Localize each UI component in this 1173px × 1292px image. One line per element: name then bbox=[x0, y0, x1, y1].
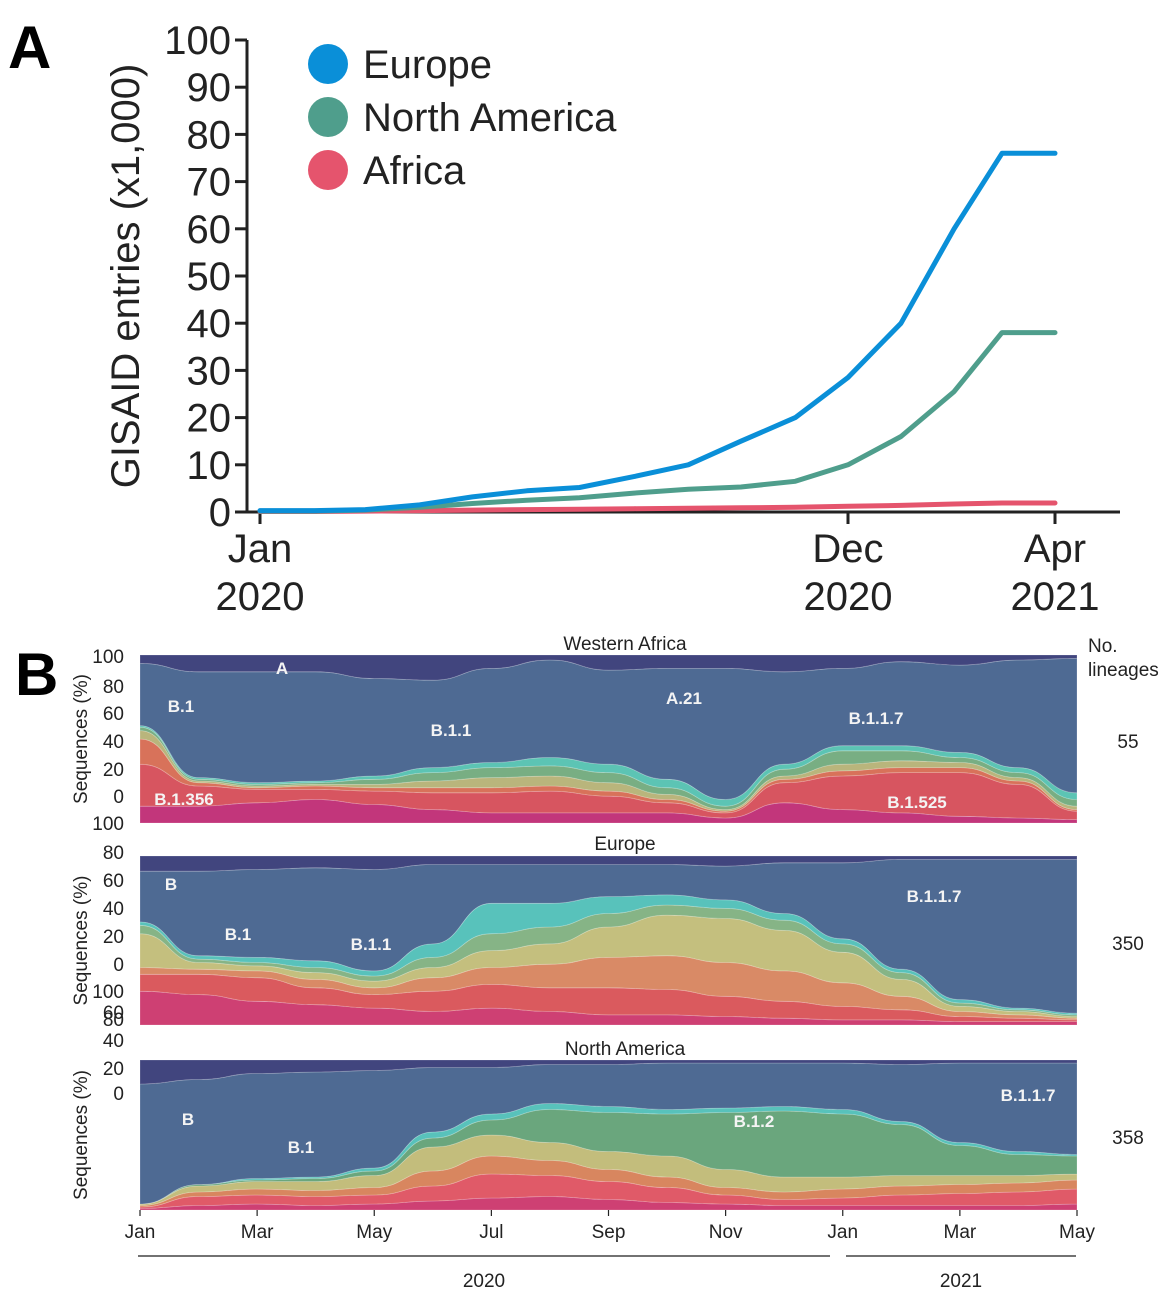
lineage-label: A bbox=[276, 659, 288, 678]
area-layer bbox=[139, 654, 1078, 681]
x-tick-month: Apr bbox=[1024, 527, 1086, 571]
y-tick-label: 70 bbox=[187, 161, 232, 205]
x-tick-year: 2020 bbox=[216, 575, 305, 619]
x-tick-month: Jan bbox=[125, 1222, 156, 1243]
subplot-title: North America bbox=[565, 1039, 686, 1060]
lineage-label: B.1 bbox=[225, 925, 251, 944]
legend-marker bbox=[308, 97, 348, 137]
area-layer bbox=[139, 855, 1078, 872]
x-tick-month: Sep bbox=[592, 1222, 626, 1243]
lineage-label: B bbox=[182, 1110, 194, 1129]
panel-label-a: A bbox=[8, 14, 51, 81]
y-tick-label: 80 bbox=[103, 1010, 124, 1031]
y-tick-label: 0 bbox=[209, 491, 231, 535]
y-tick-label: 40 bbox=[187, 302, 232, 346]
y-axis-title: Sequences (%) bbox=[71, 876, 92, 1006]
y-tick-label: 40 bbox=[103, 1031, 124, 1052]
lineage-count: 358 bbox=[1112, 1128, 1144, 1149]
y-tick-label: 60 bbox=[187, 208, 232, 252]
legend-label: North America bbox=[363, 96, 617, 140]
lineage-label: B.1.1 bbox=[431, 721, 472, 740]
lineage-label: B.1.525 bbox=[887, 793, 947, 812]
no-lineages-header: lineages bbox=[1088, 660, 1159, 681]
lineage-label: B.1.1.7 bbox=[907, 887, 962, 906]
year-label: 2020 bbox=[463, 1271, 505, 1292]
x-tick-month: May bbox=[356, 1222, 392, 1243]
year-label: 2021 bbox=[940, 1271, 982, 1292]
y-tick-label: 60 bbox=[103, 704, 124, 725]
lineage-count: 55 bbox=[1117, 732, 1138, 753]
no-lineages-header: No. bbox=[1088, 636, 1118, 657]
y-tick-label: 100 bbox=[164, 19, 231, 63]
subplot-title: Western Africa bbox=[563, 634, 687, 655]
x-tick-month: Jul bbox=[479, 1222, 503, 1243]
y-tick-label: 50 bbox=[187, 255, 232, 299]
lineage-label: B bbox=[165, 875, 177, 894]
y-tick-label: 10 bbox=[187, 444, 232, 488]
y-tick-label: 20 bbox=[103, 760, 124, 781]
y-tick-label: 0 bbox=[113, 955, 124, 976]
legend-label: Europe bbox=[363, 43, 492, 87]
lineage-label: B.1.1.7 bbox=[1001, 1086, 1056, 1105]
legend-marker bbox=[308, 150, 348, 190]
y-tick-label: 80 bbox=[187, 113, 232, 157]
lineage-label: B.1 bbox=[168, 697, 194, 716]
panel-label-b: B bbox=[15, 641, 58, 708]
y-tick-label: 40 bbox=[103, 899, 124, 920]
line-north-america bbox=[257, 330, 1058, 514]
legend-label: Africa bbox=[363, 149, 466, 193]
lineage-label: B.1.2 bbox=[734, 1112, 775, 1131]
y-tick-label: 100 bbox=[92, 814, 124, 835]
y-tick-label: 0 bbox=[113, 1084, 124, 1105]
y-axis-title: GISAID entries (x1,000) bbox=[104, 64, 148, 489]
x-tick-month: Mar bbox=[241, 1222, 274, 1243]
y-tick-label: 20 bbox=[103, 927, 124, 948]
y-tick-label: 60 bbox=[103, 1003, 124, 1024]
y-axis-title: Sequences (%) bbox=[71, 1070, 92, 1200]
x-tick-month: Jan bbox=[228, 527, 293, 571]
y-tick-label: 100 bbox=[92, 982, 124, 1003]
lineage-label: B.1.1 bbox=[351, 935, 392, 954]
subplot-title: Europe bbox=[594, 834, 655, 855]
y-tick-label: 30 bbox=[187, 349, 232, 393]
y-tick-label: 0 bbox=[113, 787, 124, 808]
lineage-label: B.1.356 bbox=[154, 790, 214, 809]
x-tick-month: Dec bbox=[812, 527, 883, 571]
x-tick-month: Mar bbox=[944, 1222, 977, 1243]
legend-marker bbox=[308, 44, 348, 84]
y-tick-label: 90 bbox=[187, 66, 232, 110]
y-tick-label: 20 bbox=[187, 397, 232, 441]
subplot-north-america: North America 60 40 20 0 Sequences (%) B B.1 B.1… bbox=[71, 1003, 1144, 1211]
area-layer bbox=[139, 1059, 1078, 1085]
lineage-count: 350 bbox=[1112, 934, 1144, 955]
lineage-label: B.1 bbox=[288, 1138, 314, 1157]
lineage-label: A.21 bbox=[666, 689, 702, 708]
y-tick-label: 80 bbox=[103, 677, 124, 698]
lineage-label: B.1.1.7 bbox=[849, 709, 904, 728]
x-tick-year: 2020 bbox=[804, 575, 893, 619]
y-tick-label: 60 bbox=[103, 871, 124, 892]
line-europe bbox=[257, 150, 1058, 514]
y-tick-label: 80 bbox=[103, 843, 124, 864]
y-axis-title: Sequences (%) bbox=[71, 674, 92, 804]
x-tick-month: Nov bbox=[709, 1222, 743, 1243]
y-tick-label: 20 bbox=[103, 1059, 124, 1080]
y-tick-label: 100 bbox=[92, 647, 124, 668]
x-tick-month: May bbox=[1059, 1222, 1095, 1243]
x-tick-month: Jan bbox=[827, 1222, 858, 1243]
x-tick-year: 2021 bbox=[1011, 575, 1100, 619]
y-tick-label: 40 bbox=[103, 732, 124, 753]
